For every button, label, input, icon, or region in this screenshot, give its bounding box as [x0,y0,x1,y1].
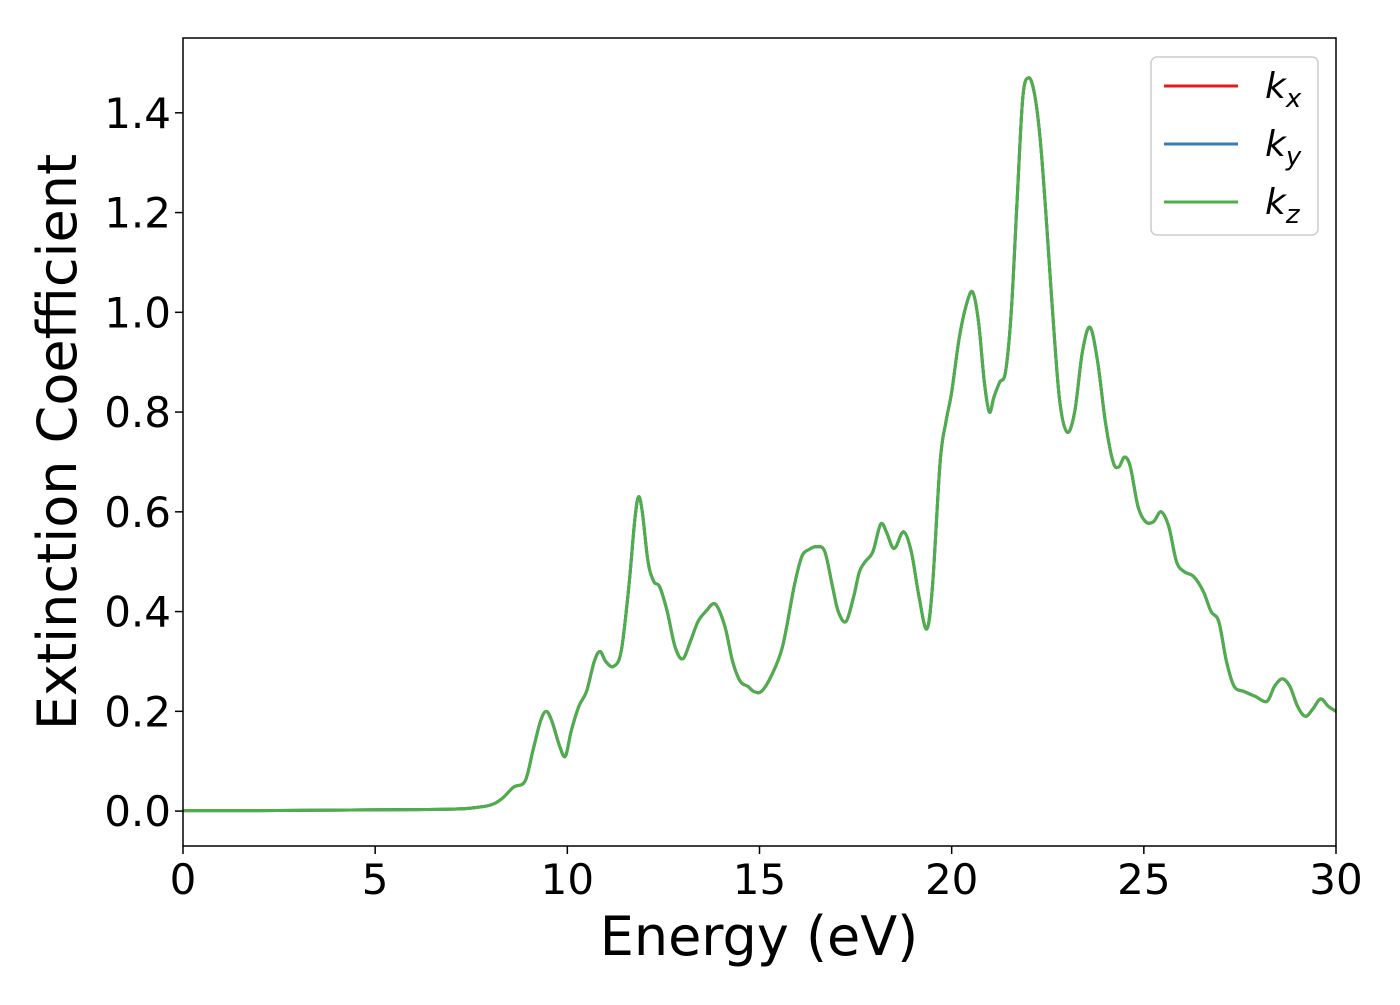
legend-label-ky: ky [1265,124,1302,172]
y-tick-label: 1.4 [104,89,171,138]
x-tick-label: 15 [733,855,786,904]
y-axis-title: Extinction Coefficient [26,154,89,730]
y-tick-label: 0.8 [104,388,171,437]
y-tick-label: 0.4 [104,588,171,637]
series-layer [183,76,1336,813]
x-tick-label: 5 [362,855,389,904]
y-tick-label: 0.6 [104,488,171,537]
y-axis-ticks: 0.0 0.2 0.4 0.6 0.8 1.0 1.2 1.4 [104,89,183,836]
x-axis-title: Energy (eV) [600,905,919,968]
x-tick-label: 20 [925,855,978,904]
x-tick-label: 30 [1309,855,1362,904]
x-tick-label: 0 [170,855,197,904]
x-axis-ticks: 0 5 10 15 20 25 30 [170,846,1363,904]
y-tick-label: 0.0 [104,787,171,836]
legend: kx ky kz [1150,56,1319,236]
legend-label-kz: kz [1265,182,1301,230]
series-line-kz [183,76,1336,813]
x-tick-label: 25 [1117,855,1170,904]
y-tick-label: 0.2 [104,687,171,736]
y-tick-label: 1.0 [104,288,171,337]
x-tick-label: 10 [541,855,594,904]
legend-label-kx: kx [1265,66,1302,114]
legend-box [1150,56,1319,236]
y-tick-label: 1.2 [104,189,171,238]
